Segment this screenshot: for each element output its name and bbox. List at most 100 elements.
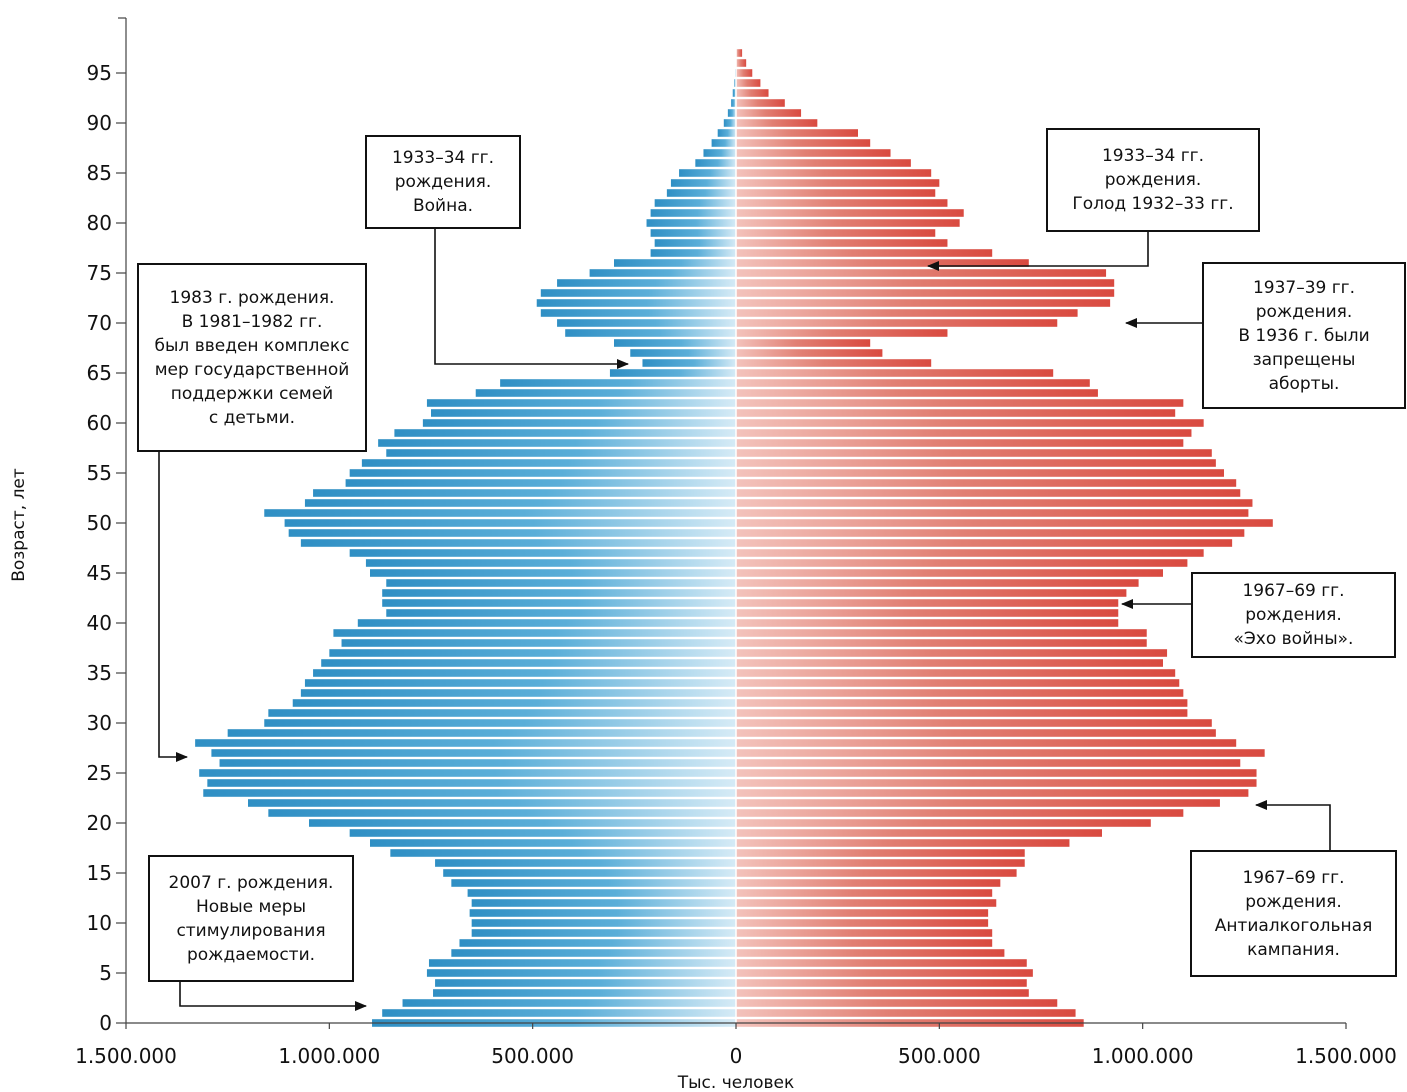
annotation-line: 1933–34 гг. [391,148,495,168]
y-tick-label-80: 80 [87,211,112,235]
bar-female-age-54 [736,479,1237,487]
bar-male-age-33 [300,689,736,697]
annotation-line: рождения. [1245,605,1342,625]
bar-male-age-34 [304,679,736,687]
bar-female-age-65 [736,369,1054,377]
bar-female-age-17 [736,849,1025,857]
bar-male-age-53 [313,489,736,497]
bar-male-age-16 [435,859,736,867]
y-tick-label-25: 25 [87,761,112,785]
bar-male-age-72 [536,299,736,307]
bar-female-age-62 [736,399,1184,407]
bar-female-age-42 [736,599,1119,607]
bar-male-age-38 [341,639,736,647]
bar-female-age-66 [736,359,932,367]
bar-female-age-83 [736,189,936,197]
bar-female-age-87 [736,149,891,157]
bar-female-age-36 [736,659,1163,667]
bar-female-age-91 [736,109,802,117]
bar-male-age-86 [695,159,736,167]
arrow-war-1933-34 [434,229,629,369]
y-tick-label-30: 30 [87,711,112,735]
bar-female-age-97 [736,49,743,57]
bar-female-age-33 [736,689,1184,697]
bar-male-age-82 [654,199,736,207]
bar-female-age-21 [736,809,1184,817]
x-tick-label-0: 1.500.000 [75,1044,177,1068]
bar-male-age-22 [248,799,736,807]
bar-female-age-26 [736,759,1241,767]
annotation-line: рождения. [1255,301,1353,322]
bar-female-age-74 [736,279,1115,287]
bar-female-age-4 [736,979,1027,987]
bar-male-age-51 [264,509,736,517]
bar-female-age-79 [736,229,936,237]
bar-male-age-94 [734,79,736,87]
bar-male-age-88 [711,139,736,147]
annotation-births-2007: 2007 г. рождения. Новые меры стимулировани… [148,855,354,982]
bar-female-age-64 [736,379,1090,387]
bar-female-age-7 [736,949,1005,957]
male-bars [195,49,737,1027]
bar-female-age-75 [736,269,1107,277]
y-tick-label-10: 10 [87,911,112,935]
bar-female-age-8 [736,939,993,947]
tick-labels: 0 5 10 15 20 25 30 35 40 45 50 55 60 65 70 75 80 85 90 95 1.… [9,61,1397,1092]
bar-male-age-70 [557,319,736,327]
bar-male-age-3 [433,989,736,997]
bar-male-age-50 [284,519,736,527]
annotation-births-1967-69-antialcohol: 1967–69 гг. рождения. Антиалкогольная кампа… [1190,850,1397,977]
bar-male-age-32 [292,699,736,707]
bar-male-age-47 [349,549,736,557]
bar-male-age-18 [370,839,736,847]
bar-male-age-6 [428,959,736,967]
bar-female-age-24 [736,779,1257,787]
bar-female-age-18 [736,839,1070,847]
bar-male-age-9 [471,929,736,937]
annotation-line: поддержки семей [170,383,334,404]
bar-female-age-20 [736,819,1151,827]
bar-female-age-30 [736,719,1212,727]
bar-male-age-2 [402,999,736,1007]
bar-male-age-42 [382,599,736,607]
bar-female-age-49 [736,529,1245,537]
annotation-births-1933-34-famine: 1933–34 гг. рождения. Голод 1932–33 гг. [1046,128,1260,232]
bar-male-age-8 [459,939,736,947]
x-tick-label-3: 0 [730,1044,743,1068]
bar-male-age-15 [443,869,736,877]
bar-female-age-23 [736,789,1249,797]
bar-male-age-12 [471,899,736,907]
bar-male-age-45 [370,569,736,577]
bar-male-age-60 [422,419,736,427]
annotation-line: 1967–69 гг. [1242,867,1345,888]
bar-male-age-31 [268,709,736,717]
annotation-line: Голод 1932–33 гг. [1072,194,1234,214]
bar-female-age-31 [736,709,1188,717]
annotation-line: 1983 г. рождения. [169,287,335,308]
bar-male-age-87 [703,149,736,157]
bar-female-age-32 [736,699,1188,707]
bar-female-age-9 [736,929,993,937]
bar-female-age-72 [736,299,1111,307]
bar-male-age-24 [207,779,737,787]
bar-female-age-40 [736,619,1119,627]
bar-female-age-47 [736,549,1204,557]
bar-female-age-2 [736,999,1058,1007]
bar-female-age-67 [736,349,883,357]
bar-male-age-39 [333,629,736,637]
y-tick-label-5: 5 [99,961,112,985]
bar-female-age-60 [736,419,1204,427]
annotation-line: 1967–69 гг. [1242,581,1345,601]
bar-male-age-37 [329,649,736,657]
annotation-line: Антиалкогольная [1214,915,1373,936]
bar-female-age-45 [736,569,1163,577]
bar-male-age-75 [589,269,736,277]
bar-male-age-73 [540,289,736,297]
y-tick-label-40: 40 [87,611,112,635]
bar-male-age-28 [195,739,737,747]
annotation-births-1983: 1983 г. рождения. В 1981–1982 гг. был введ… [137,263,367,452]
bar-male-age-83 [666,189,736,197]
bar-male-age-81 [650,209,736,217]
bar-male-age-7 [451,949,736,957]
